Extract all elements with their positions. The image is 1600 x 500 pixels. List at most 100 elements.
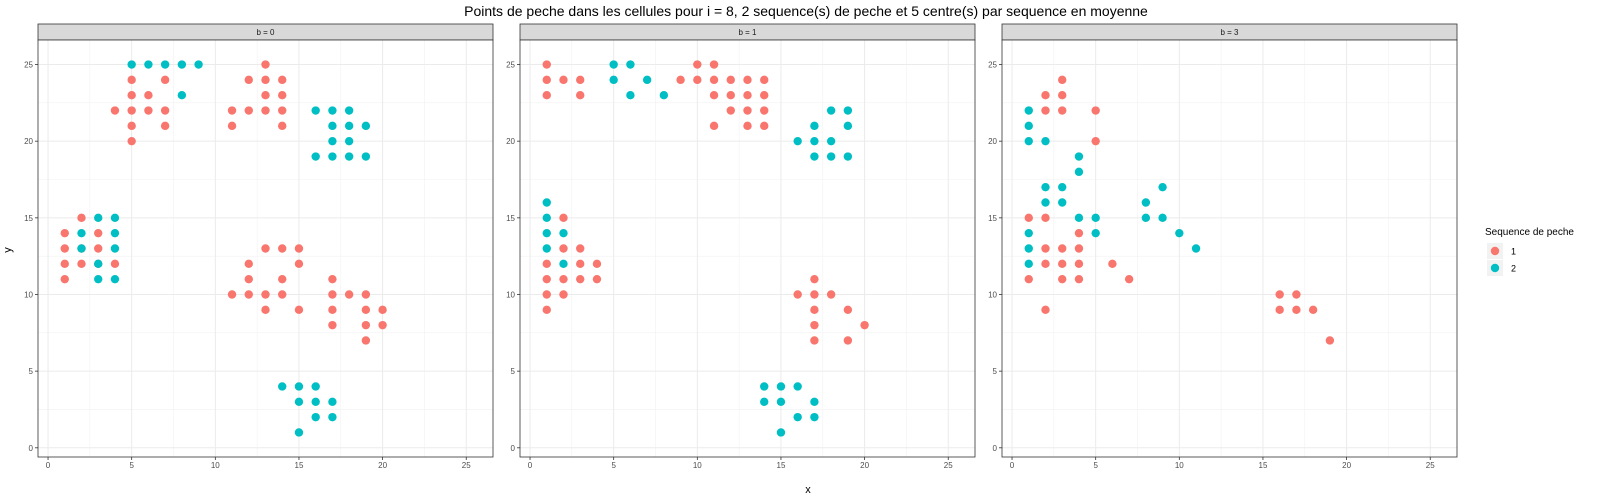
data-point-seq-2 (843, 106, 853, 115)
y-tick-label: 15 (506, 214, 515, 223)
y-axis-title: y (2, 247, 14, 253)
x-tick-label: 25 (462, 461, 471, 470)
data-point-seq-2 (1024, 244, 1033, 253)
data-point-seq-2 (1141, 213, 1151, 223)
x-tick-label: 10 (1175, 461, 1184, 470)
data-point-seq-1 (328, 305, 337, 315)
data-point-seq-1 (278, 90, 287, 100)
data-point-seq-1 (244, 274, 253, 284)
data-point-seq-2 (1175, 228, 1184, 238)
data-point-seq-2 (294, 428, 304, 437)
data-point-seq-2 (1041, 198, 1050, 207)
data-point-seq-1 (244, 290, 253, 299)
data-point-seq-2 (542, 213, 551, 223)
panel-grid (1002, 40, 1457, 457)
x-tick-label: 10 (693, 461, 702, 470)
y-axis-ticks: 0 5 10 15 20 25 (24, 61, 38, 453)
data-point-seq-1 (244, 106, 253, 115)
data-point-seq-2 (77, 244, 86, 253)
y-tick-label: 25 (24, 61, 33, 70)
legend-key-label: 2 (1511, 264, 1516, 274)
x-axis-title: x (805, 484, 811, 496)
data-point-seq-1 (361, 305, 371, 315)
data-point-seq-1 (576, 75, 585, 85)
data-point-seq-2 (361, 152, 371, 161)
panel-border (519, 39, 976, 458)
data-point-seq-1 (278, 290, 287, 299)
data-point-seq-1 (860, 320, 869, 330)
data-point-seq-2 (1091, 228, 1100, 238)
data-point-seq-2 (328, 412, 337, 422)
data-point-seq-1 (709, 121, 719, 131)
data-point-seq-1 (60, 244, 69, 253)
data-point-seq-1 (592, 274, 602, 284)
data-point-seq-1 (1024, 274, 1033, 284)
data-point-seq-1 (1058, 75, 1067, 85)
data-point-seq-1 (60, 259, 69, 269)
data-point-seq-2 (328, 397, 337, 407)
y-tick-label: 0 (511, 444, 516, 453)
data-point-seq-2 (1024, 106, 1033, 115)
y-tick-label: 0 (993, 444, 998, 453)
data-point-seq-1 (810, 305, 819, 315)
data-point-seq-1 (261, 290, 270, 299)
data-point-seq-1 (278, 244, 287, 253)
data-point-seq-1 (110, 106, 120, 115)
data-point-seq-1 (144, 90, 153, 100)
x-tick-label: 15 (295, 461, 304, 470)
y-tick-label: 5 (993, 367, 998, 376)
data-point-seq-1 (542, 290, 551, 299)
data-point-seq-2 (843, 121, 853, 131)
data-point-seq-2 (609, 60, 618, 69)
data-point-seq-1 (160, 106, 170, 115)
data-point-seq-1 (94, 244, 103, 253)
y-tick-label: 0 (29, 444, 34, 453)
data-point-seq-2 (776, 397, 786, 407)
data-point-seq-2 (826, 106, 836, 115)
data-point-seq-2 (826, 136, 836, 146)
data-point-seq-2 (810, 121, 819, 131)
data-point-seq-2 (542, 198, 551, 207)
x-axis-ticks: 0 5 10 15 20 25 (528, 457, 953, 470)
legend-key-label: 1 (1511, 247, 1516, 257)
data-point-seq-1 (60, 274, 69, 284)
data-point-seq-1 (1041, 305, 1050, 315)
data-point-seq-1 (378, 320, 387, 330)
data-point-seq-1 (559, 274, 568, 284)
data-point-seq-2 (110, 274, 120, 284)
data-point-seq-1 (726, 90, 735, 100)
data-point-seq-1 (1091, 136, 1100, 146)
data-point-seq-2 (361, 121, 371, 131)
data-point-seq-1 (760, 106, 769, 115)
data-point-seq-2 (559, 259, 568, 269)
panel-border (37, 39, 494, 458)
data-point-seq-1 (328, 274, 337, 284)
panel-strip-label: b = 3 (1220, 28, 1239, 37)
data-point-seq-2 (559, 228, 568, 238)
data-point-seq-2 (810, 136, 819, 146)
data-point-seq-1 (1275, 290, 1284, 299)
panels: b = 0 0 5 10 15 20 25 0 5 10 15 20 25 b = 1 0 5 10 15 20 25… (24, 23, 1458, 470)
x-tick-label: 25 (1426, 461, 1435, 470)
data-point-seq-1 (127, 75, 136, 85)
data-point-seq-1 (294, 244, 304, 253)
data-point-seq-1 (676, 75, 685, 85)
data-point-seq-1 (1041, 259, 1050, 269)
data-point-seq-1 (261, 106, 270, 115)
data-point-seq-1 (278, 274, 287, 284)
data-point-seq-1 (826, 290, 836, 299)
x-tick-label: 15 (777, 461, 786, 470)
data-point-seq-1 (576, 244, 585, 253)
data-point-seq-1 (592, 259, 602, 269)
data-point-seq-2 (776, 428, 786, 437)
data-point-seq-1 (810, 290, 819, 299)
data-point-seq-2 (194, 60, 203, 69)
data-point-seq-1 (160, 121, 170, 131)
x-tick-label: 10 (211, 461, 220, 470)
panel-2: b = 3 0 5 10 15 20 25 0 5 10 15 20 25 (988, 23, 1458, 470)
panel-points (542, 60, 869, 437)
data-point-seq-1 (576, 90, 585, 100)
data-point-seq-1 (278, 106, 287, 115)
